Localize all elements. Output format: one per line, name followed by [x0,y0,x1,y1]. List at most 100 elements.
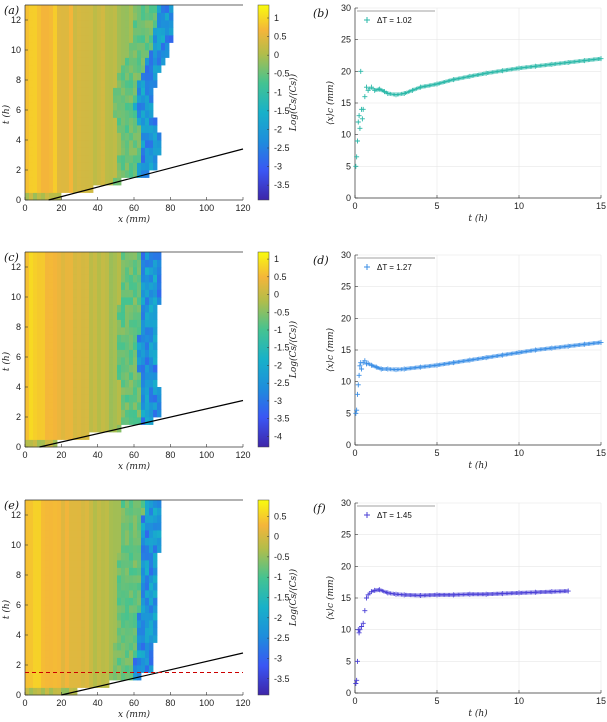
heatmap-cell [109,545,114,553]
heatmap-cell [53,334,58,343]
heatmap-cell [105,522,110,531]
heatmap-cell [97,267,102,275]
heatmap-cell [117,620,122,628]
heatmap-cell [33,72,38,81]
heatmap-cell [125,274,130,283]
heatmap-cell [129,635,134,643]
heatmap-cell [137,515,142,523]
heatmap-cell [49,274,54,283]
heatmap-cell [33,605,38,613]
heatmap-cell [121,27,126,36]
heatmap-cell [109,42,114,51]
heatmap-cell [29,657,34,666]
heatmap-cell [85,80,90,88]
heatmap-cell [93,170,98,178]
heatmap-cell [105,349,110,358]
heatmap-cell [57,319,62,328]
heatmap-cell [69,522,74,531]
heatmap-cell [125,132,130,141]
heatmap-cell [37,364,42,373]
heatmap-cell [137,259,142,268]
heatmap-cell [77,312,82,320]
heatmap-cell [29,507,34,516]
heatmap-cell [97,27,102,36]
heatmap-cell [109,597,114,606]
heatmap-cell [25,274,30,283]
heatmap-cell [69,372,74,380]
heatmap-cell [45,319,50,328]
heatmap-cell [73,140,78,148]
data-point [357,125,363,131]
heatmap-cell [49,267,54,275]
heatmap-cell [141,117,146,126]
heatmap-cell [133,252,138,260]
heatmap-cell [121,402,126,410]
heatmap-cell [57,50,62,58]
heatmap-cell [25,680,30,688]
heatmap-cell [37,342,42,350]
heatmap-cell [85,409,90,418]
heatmap-cell [69,185,74,193]
y-tick-label: 8 [16,322,21,332]
heatmap-cell [141,357,146,365]
heatmap-cell [133,515,138,523]
heatmap-cell [125,334,130,343]
heatmap-cell [93,87,98,96]
x-axis-label: x (mm) [118,461,151,472]
heatmap-cell [29,342,34,350]
heatmap-cell [89,297,94,305]
heatmap-cell [65,545,70,553]
heatmap-cell [65,620,70,628]
heatmap-cell [105,372,110,380]
heatmap-cell [57,87,62,96]
heatmap-cell [29,334,34,343]
heatmap-cell [113,274,118,283]
heatmap-cell [61,379,66,388]
heatmap-cell [57,620,62,628]
heatmap-cell [61,650,66,658]
heatmap-cell [89,132,94,141]
heatmap-cell [61,507,66,516]
heatmap-cell [45,35,50,43]
heatmap-cell [33,259,38,268]
heatmap-cell [37,252,42,260]
heatmap-cell [57,102,62,111]
heatmap-cell [145,635,150,643]
heatmap-cell [93,110,98,118]
heatmap-cell [137,537,142,546]
heatmap-cell [49,95,54,103]
x-tick-label: 40 [93,450,103,460]
heatmap-cell [37,635,42,643]
heatmap-cell [57,672,62,681]
heatmap-cell [29,582,34,591]
heatmap-cell [65,327,70,335]
heatmap-cell [105,304,110,313]
heatmap-cell [49,635,54,643]
heatmap-cell [101,627,106,636]
heatmap-cell [109,372,114,380]
heatmap-cell [113,515,118,523]
heatmap-cell [141,379,146,388]
heatmap-cell [37,387,42,395]
heatmap-cell [109,402,114,410]
heatmap-cell [149,80,154,88]
heatmap-cell [77,289,82,298]
heatmap-cell [25,530,30,538]
heatmap-cell [61,409,66,418]
heatmap-cell [33,50,38,58]
heatmap-cell [133,402,138,410]
heatmap-cell [97,57,102,66]
heatmap-cell [97,334,102,343]
heatmap-cell [77,672,82,681]
heatmap-cell [117,20,122,28]
colorbar-tick-label: 0.5 [274,32,287,42]
heatmap-cell [41,110,46,118]
heatmap-cell [33,327,38,335]
heatmap-cell [101,560,106,568]
heatmap-cell [77,394,82,403]
heatmap-cell [69,620,74,628]
y-tick-label: 0 [346,688,351,698]
heatmap-cell [113,72,118,81]
heatmap-cell [145,297,150,305]
heatmap-cell [145,252,150,260]
